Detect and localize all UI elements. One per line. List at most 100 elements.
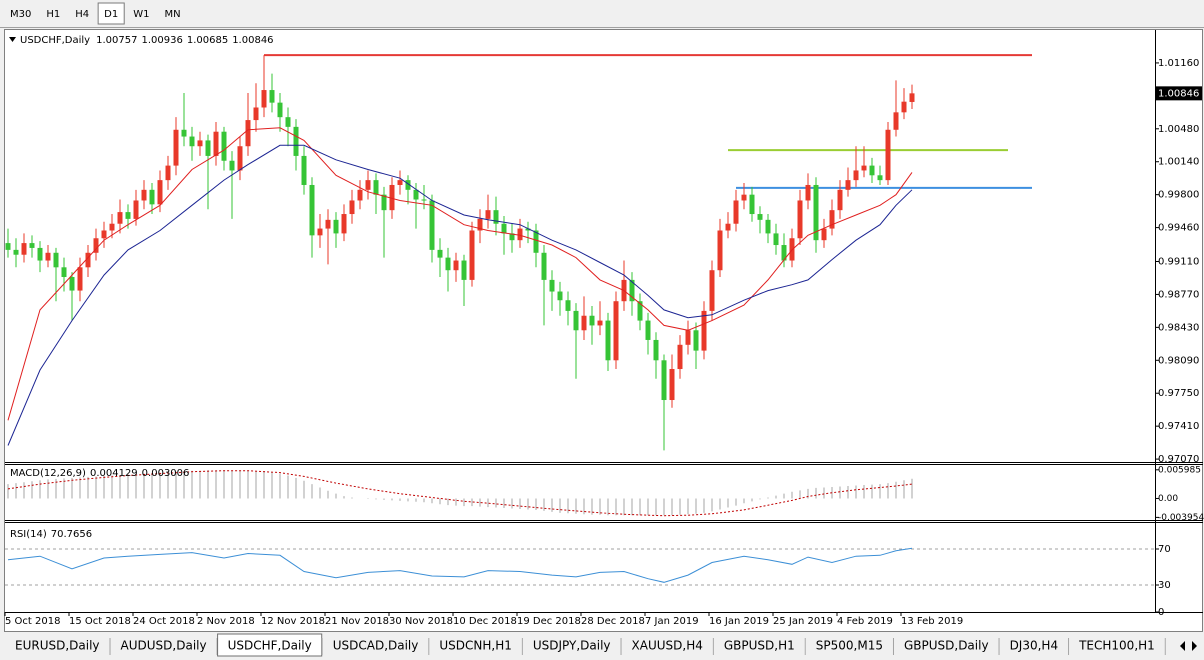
candle-body (813, 184, 819, 241)
timeframe-button[interactable] (97, 2, 125, 25)
candle-body (893, 112, 899, 130)
candle-body (517, 228, 523, 241)
candle-body (5, 243, 11, 250)
y-tick-label: 0.98090 (1158, 355, 1199, 366)
macd-plot (7, 470, 913, 517)
x-tick-label: 2 Nov 2018 (197, 616, 255, 627)
chart-tab-label: USDCHF,Daily (228, 639, 312, 653)
chart-tab[interactable] (1069, 636, 1165, 656)
candle-body (221, 131, 227, 161)
candle-body (125, 212, 131, 219)
candle-body (853, 170, 859, 181)
chart-window (4, 29, 1203, 632)
candle-body (541, 252, 547, 280)
x-tick-label: 7 Jan 2019 (645, 616, 699, 627)
tab-scroll-right[interactable] (1192, 641, 1197, 651)
candle-body (405, 180, 411, 190)
timeframe-button[interactable] (40, 3, 67, 24)
candle-body (341, 214, 347, 234)
candle-body (173, 129, 179, 166)
timeframe-button[interactable] (158, 3, 187, 24)
candle-body (237, 146, 243, 171)
moving-average (7, 127, 913, 421)
ohlc-value: 1.00846 (232, 35, 273, 46)
candle-body (581, 315, 587, 331)
ohlc-value: 1.00936 (141, 35, 182, 46)
timeframe-button[interactable] (69, 3, 96, 24)
candle-body (29, 243, 35, 248)
timeframe-label: W1 (133, 9, 149, 20)
y-tick-label: 0.005985 (1158, 465, 1201, 475)
candle-body (493, 210, 499, 224)
chart-tab[interactable] (621, 636, 713, 656)
candle-body (293, 126, 299, 156)
tab-scroll-left[interactable] (1180, 641, 1185, 651)
candle-body (477, 218, 483, 231)
candle-body (101, 230, 107, 239)
candle-body (861, 165, 867, 171)
candle-body (61, 267, 67, 277)
candle-body (365, 180, 371, 190)
collapse-arrow[interactable] (9, 37, 16, 42)
ohlc-value: 1.00685 (187, 35, 228, 46)
chart-tab[interactable] (522, 636, 621, 656)
indicator-name: RSI(14) (10, 529, 47, 540)
x-tick-label: 19 Dec 2018 (517, 616, 581, 627)
candle-body (509, 233, 515, 241)
timeframe-label: MN (164, 9, 180, 20)
candle-body (613, 301, 619, 361)
chart-tab[interactable] (5, 636, 110, 656)
candle-body (301, 155, 307, 185)
candle-body (269, 90, 275, 103)
candle-body (109, 223, 115, 231)
y-tick-label: -0.003954 (1158, 513, 1204, 523)
timeframe-label: D1 (104, 9, 118, 20)
chart-tab-label: TECH100,H1 (1078, 639, 1155, 653)
chart-tab[interactable] (999, 636, 1069, 656)
candle-body (733, 200, 739, 224)
current-price-box (1156, 86, 1202, 101)
candle-body (189, 136, 195, 147)
candle-body (573, 310, 579, 331)
chart-tab[interactable] (805, 636, 893, 656)
candle-body (533, 230, 539, 253)
ohlc-value: 1.00757 (96, 35, 137, 46)
price-plot (5, 54, 1032, 451)
tab-scroll-mask (1172, 634, 1204, 660)
x-tick-label: 16 Jan 2019 (709, 616, 769, 627)
candle-body (565, 300, 571, 311)
candle-body (437, 249, 443, 258)
candle-body (381, 194, 387, 211)
chart-tab[interactable] (322, 636, 429, 656)
candle-body (637, 301, 643, 321)
toolbar (0, 0, 1204, 27)
chart-tab[interactable] (713, 636, 805, 656)
chart-tab[interactable] (110, 636, 217, 656)
candle-body (213, 131, 219, 156)
candle-body (557, 291, 563, 301)
candle-body (461, 260, 467, 280)
candle-body (261, 90, 267, 108)
timeframe-button[interactable] (127, 3, 156, 24)
chart-tab-label: USDCAD,Daily (333, 639, 419, 653)
chart-tab-label: USDCNH,H1 (439, 639, 512, 653)
chart-tab[interactable] (893, 636, 999, 656)
y-tick-label: 0.00 (1158, 494, 1178, 504)
y-tick-label: 0.99460 (1158, 223, 1199, 234)
candle-body (549, 279, 555, 292)
candle-body (253, 107, 259, 121)
candle-body (909, 93, 915, 102)
candle-body (325, 219, 331, 229)
chart-tab[interactable] (429, 636, 522, 656)
candle-body (501, 223, 507, 234)
moving-average (7, 144, 913, 446)
timeframe-button[interactable] (4, 3, 38, 24)
candle-body (805, 184, 811, 201)
candle-body (133, 200, 139, 219)
chart-header: USDCHF,Daily 1.00757 1.00936 1.00685 1.00846 (20, 35, 274, 46)
chart-tab-label: EURUSD,Daily (15, 639, 100, 653)
candle-body (845, 180, 851, 190)
y-tick-label: 1.00140 (1158, 157, 1199, 168)
timeframe-label: H4 (75, 9, 89, 20)
